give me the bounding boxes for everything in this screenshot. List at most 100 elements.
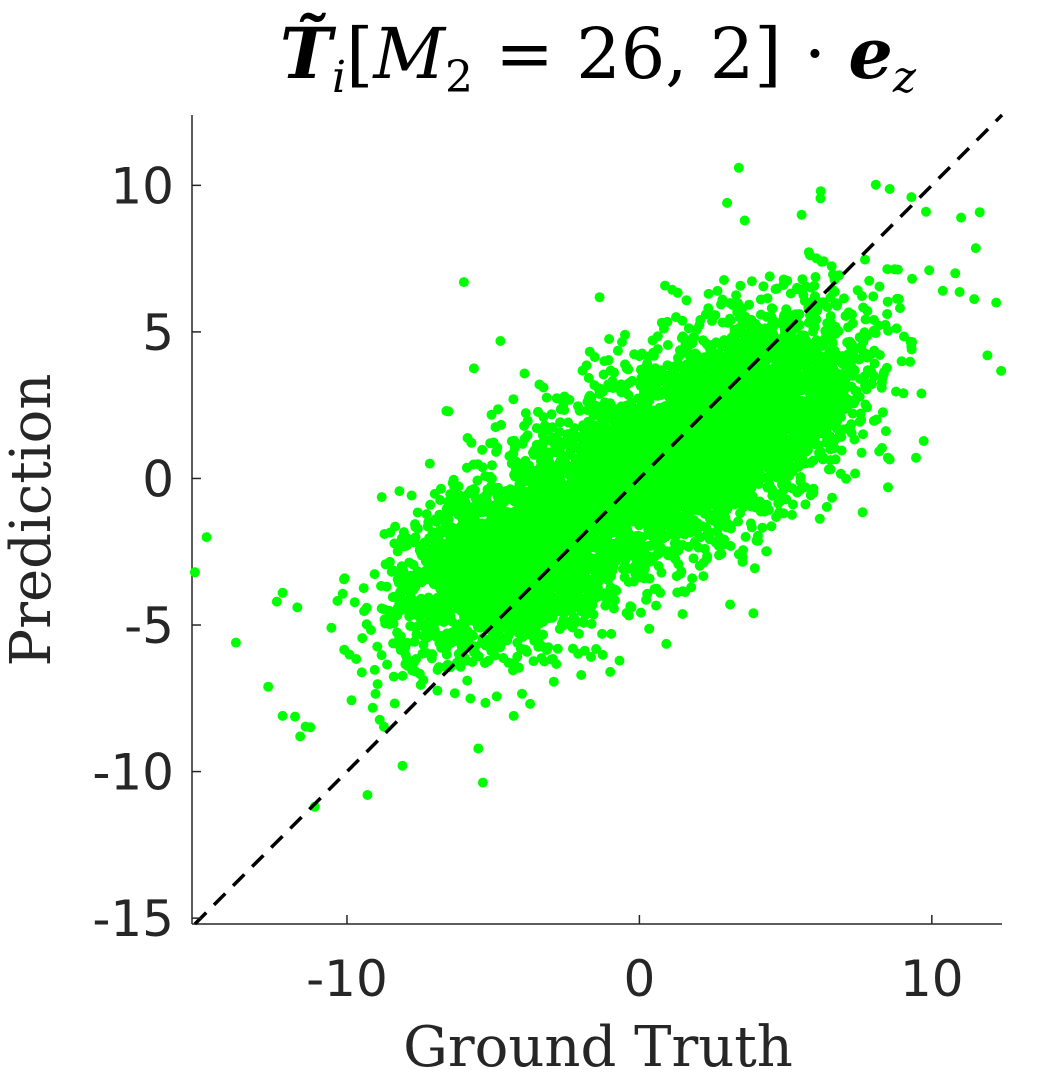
scatter-point	[787, 509, 797, 520]
scatter-point	[810, 272, 821, 282]
scatter-point	[870, 328, 881, 339]
scatter-point	[808, 484, 819, 495]
scatter-point	[825, 311, 836, 321]
scatter-point	[433, 663, 444, 673]
scatter-point	[424, 458, 435, 469]
scatter-point	[719, 275, 729, 285]
scatter-point	[519, 433, 530, 444]
scatter-point	[586, 420, 597, 431]
scatter-point	[514, 662, 524, 673]
chart-title-part: e	[848, 12, 893, 95]
scatter-point	[649, 388, 660, 399]
scatter-point	[477, 444, 488, 455]
scatter-point	[892, 293, 903, 304]
scatter-point	[760, 356, 771, 366]
scatter-point	[358, 583, 369, 594]
scatter-point	[395, 539, 405, 550]
scatter-point	[911, 452, 921, 463]
scatter-point	[531, 423, 542, 434]
scatter-point	[609, 367, 620, 378]
scatter-point	[847, 408, 858, 419]
scatter-point	[576, 670, 587, 680]
scatter-point	[473, 494, 484, 505]
scatter-point	[369, 569, 380, 580]
scatter-point	[387, 592, 398, 603]
scatter-point	[481, 491, 491, 502]
scatter-point	[519, 368, 530, 379]
scatter-point	[425, 499, 436, 510]
scatter-point	[698, 571, 709, 582]
scatter-point	[595, 383, 606, 394]
chart-title: T̃i[M2 = 26, 2] · ez	[280, 12, 917, 103]
scatter-point	[412, 507, 423, 518]
scatter-point	[795, 472, 806, 482]
scatter-point	[517, 688, 527, 699]
scatter-point	[410, 522, 421, 532]
scatter-point	[764, 271, 775, 282]
scatter-point	[874, 281, 885, 292]
scatter-point	[382, 659, 393, 670]
scatter-point	[829, 286, 840, 297]
scatter-point	[395, 586, 406, 597]
scatter-point	[842, 337, 853, 348]
scatter-point	[818, 452, 829, 463]
scatter-point	[605, 582, 616, 593]
scatter-point	[651, 600, 662, 611]
scatter-point	[495, 336, 506, 346]
scatter-point	[468, 363, 479, 374]
scatter-point	[370, 688, 381, 699]
scatter-point	[447, 616, 457, 627]
scatter-points	[189, 162, 1007, 812]
scatter-point	[551, 659, 562, 669]
scatter-point	[396, 570, 407, 581]
scatter-point	[688, 553, 699, 564]
scatter-point	[408, 574, 419, 585]
scatter-point	[429, 488, 440, 499]
scatter-point	[603, 379, 614, 390]
scatter-point	[800, 499, 811, 510]
scatter-point	[384, 556, 395, 567]
scatter-point	[409, 636, 420, 647]
scatter-point	[835, 468, 846, 479]
scatter-point	[864, 275, 875, 286]
scatter-point	[376, 603, 387, 614]
scatter-point	[594, 292, 605, 303]
scatter-point	[562, 434, 573, 445]
scatter-point	[860, 314, 871, 325]
scatter-point	[889, 264, 900, 275]
scatter-point	[669, 369, 680, 380]
scatter-point	[425, 546, 436, 557]
scatter-point	[376, 581, 386, 591]
chart-title-part: T̃	[280, 12, 337, 95]
scatter-point	[778, 508, 789, 519]
scatter-point	[661, 638, 672, 649]
chart-title-part: z	[892, 52, 917, 103]
scatter-point	[899, 331, 909, 342]
scatter-point	[357, 633, 368, 644]
scatter-point	[848, 398, 859, 409]
scatter-point	[650, 363, 661, 374]
scatter-point	[415, 679, 426, 690]
scatter-point	[880, 426, 891, 437]
scatter-point	[612, 345, 623, 356]
scatter-point	[625, 601, 636, 612]
scatter-point	[405, 598, 416, 609]
scatter-point	[502, 494, 513, 505]
scatter-point	[603, 355, 614, 366]
scatter-point	[827, 337, 838, 348]
scatter-point	[538, 616, 548, 627]
scatter-point	[916, 388, 927, 399]
scatter-point	[671, 312, 681, 323]
scatter-point	[388, 565, 399, 576]
scatter-point	[524, 460, 534, 471]
scatter-point	[376, 650, 387, 661]
scatter-point	[465, 693, 476, 704]
scatter-point	[486, 409, 497, 420]
chart-title-part: = 26, 2] ·	[473, 13, 848, 95]
scatter-point	[372, 679, 383, 690]
scatter-point	[591, 644, 602, 654]
chart-title-part: 2	[445, 52, 473, 103]
scatter-point	[586, 618, 597, 629]
scatter-point	[767, 303, 778, 314]
